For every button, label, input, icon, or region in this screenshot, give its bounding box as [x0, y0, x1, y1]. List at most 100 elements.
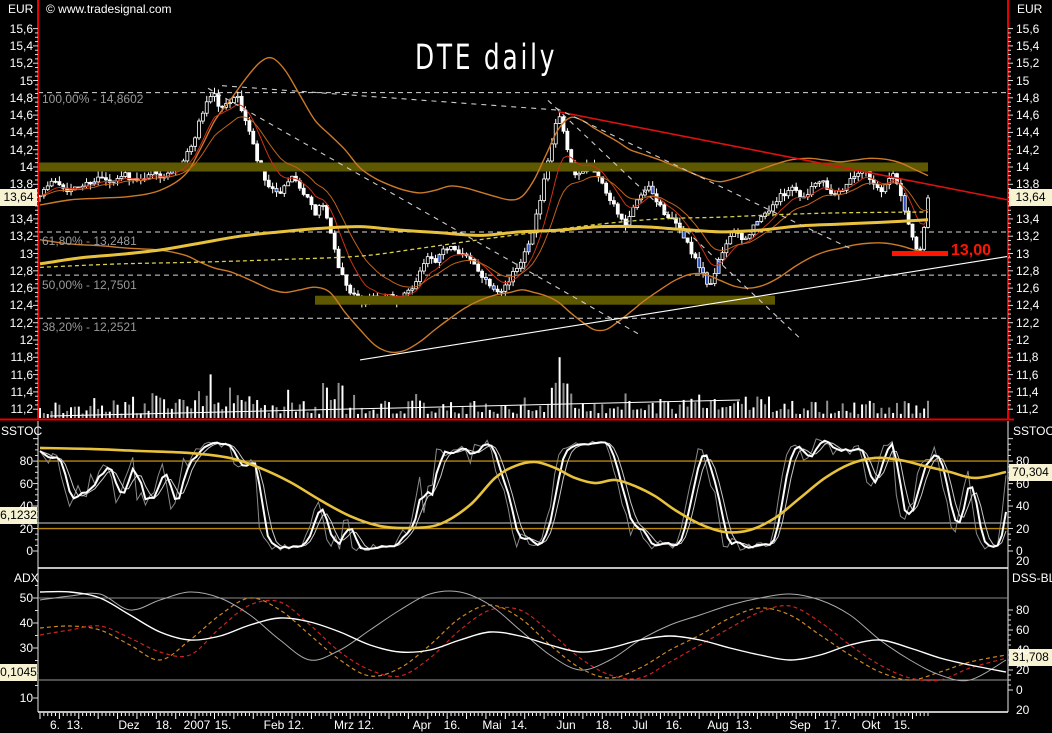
date-axis-label: 2007	[183, 718, 211, 732]
right-price-axis[interactable]	[1009, 0, 1052, 712]
price-axis-label-left: 14,4	[9, 125, 33, 140]
date-axis-label: 18.	[595, 718, 613, 732]
price-axis-label-left: 11,2	[10, 402, 33, 417]
price-axis-label-right: 11,4	[1016, 384, 1039, 399]
date-axis-label: Aug	[707, 718, 729, 732]
date-axis-label: 17.	[823, 718, 841, 732]
price-axis-label-right: 14,8	[1016, 90, 1040, 105]
sstoc-axis-label-right: 20	[1016, 554, 1030, 568]
price-axis-label-right: 12,4	[1016, 298, 1040, 313]
price-axis-label-right: 15,6	[1016, 21, 1040, 36]
adx-value-box-right: 31,708	[1009, 649, 1052, 666]
price-axis-label-left: 13,8	[9, 177, 33, 192]
price-axis-label-left: 14,6	[9, 108, 33, 123]
price-axis-label-left: 15	[19, 73, 33, 88]
price-axis-label-left: 15,4	[9, 38, 33, 53]
dss-axis-label-right: 80	[1016, 603, 1030, 617]
dss-axis-label-right: 0	[1016, 683, 1023, 697]
price-axis-label-left: 13,2	[9, 229, 33, 244]
price-axis-label-right: 11,2	[1016, 402, 1039, 417]
price-axis-label-right: 12,2	[1016, 315, 1040, 330]
price-axis-label-right: 11,6	[1016, 367, 1039, 382]
date-axis-label: Dez	[118, 718, 140, 732]
date-axis-label: Mai	[482, 718, 502, 732]
dss-axis-label-right: 40	[1016, 643, 1030, 657]
price-axis-label-right: 12,6	[1016, 281, 1040, 296]
sstoc-axis-label-left: 60	[19, 476, 33, 491]
date-axis-label: 12.	[357, 718, 375, 732]
price-axis-label-left: 14	[19, 160, 33, 174]
main-price-panel[interactable]	[38, 0, 1008, 419]
adx-panel-label: ADX	[14, 571, 39, 585]
date-axis-label: 16.	[443, 718, 461, 732]
date-axis-label: 12.	[287, 718, 305, 732]
price-axis-label-left: 12,4	[9, 298, 33, 313]
date-axis-label: Jul	[632, 718, 648, 732]
currency-label-right: EUR	[1017, 2, 1043, 16]
price-axis-label-right: 12	[1016, 333, 1030, 347]
price-axis-label-right: 14	[1016, 160, 1030, 174]
date-axis-label: 13.	[66, 718, 84, 732]
date-axis-label: Okt	[861, 718, 881, 732]
dss-bl-panel-label: DSS-BLA	[1012, 571, 1052, 585]
adx-value-box-left: 0,1045	[0, 664, 37, 681]
price-axis-label-right: 15	[1016, 73, 1030, 88]
price-axis-label-left: 14,2	[9, 142, 33, 157]
adx-indicator-panel[interactable]	[38, 569, 1008, 711]
fib-label-100: 100,00% - 14,8602	[42, 92, 144, 106]
price-axis-label-left: 12,2	[9, 315, 33, 330]
adx-axis-label-left: 50	[19, 591, 33, 605]
price-axis-label-right: 14,2	[1016, 142, 1040, 157]
price-axis-label-right: 14,6	[1016, 108, 1040, 123]
left-price-axis[interactable]	[0, 0, 37, 712]
sstoc-panel-label-left: SSTOC	[1, 424, 43, 438]
sstoc-indicator-panel[interactable]	[38, 421, 1008, 567]
date-axis[interactable]	[38, 713, 1008, 733]
price-axis-label-right: 15,4	[1016, 38, 1040, 53]
price-axis-label-left: 11,6	[10, 367, 33, 382]
sstoc-axis-label-right: 60	[1016, 476, 1030, 491]
adx-axis-label-left: 40	[19, 616, 33, 630]
sstoc-axis-label-left: 80	[19, 454, 33, 469]
sstoc-axis-label-left: 20	[19, 521, 33, 536]
chart-title: DTE daily	[415, 38, 558, 79]
alert-price-label: 13,00	[951, 242, 992, 259]
dss-axis-label-right: 20	[1016, 703, 1030, 717]
price-axis-label-left: 12	[19, 333, 33, 347]
price-axis-label-right: 13,4	[1016, 211, 1040, 226]
sstoc-value-box-right: 70,304	[1009, 464, 1052, 481]
price-axis-label-left: 13	[19, 246, 33, 261]
price-axis-label-left: 15,6	[9, 21, 33, 36]
sstoc-axis-label-right: 0	[1016, 544, 1023, 558]
date-axis-label: Jun	[556, 718, 576, 732]
price-axis-label-left: 13,4	[9, 211, 33, 226]
date-axis-label: 15.	[893, 718, 911, 732]
price-axis-label-left: 12,6	[9, 281, 33, 296]
copyright-watermark: © www.tradesignal.com	[46, 2, 172, 16]
date-axis-label: Mrz	[334, 718, 354, 732]
sstoc-panel-label-right: SSTOC	[1013, 424, 1052, 438]
date-axis-label: Apr	[412, 718, 432, 732]
date-axis-label: 18.	[155, 718, 173, 732]
price-axis-label-left: 11,8	[10, 350, 33, 365]
sstoc-axis-label-right: 20	[1016, 521, 1030, 536]
adx-axis-label-left: 30	[19, 641, 33, 655]
current-price-box-left: 13,64	[0, 189, 37, 206]
price-axis-label-right: 13,2	[1016, 229, 1040, 244]
sstoc-axis-label-right: 40	[1016, 499, 1030, 514]
current-price-box-right: 13,64	[1009, 189, 1052, 206]
price-axis-label-left: 11,4	[10, 384, 33, 399]
fib-label-50: 50,00% - 12,7501	[42, 278, 137, 292]
date-axis-label: 13.	[735, 718, 753, 732]
date-axis-label: Sep	[789, 718, 811, 732]
price-axis-label-left: 12,8	[9, 263, 33, 278]
fib-label-382: 38,20% - 12,2521	[42, 320, 137, 334]
currency-label-left: EUR	[8, 2, 34, 16]
sstoc-axis-label-right: 80	[1016, 454, 1030, 469]
date-axis-label: 15.	[214, 718, 232, 732]
sstoc-axis-label-left: 0	[26, 544, 33, 558]
price-axis-label-right: 13	[1016, 246, 1030, 261]
dss-axis-label-right: 60	[1016, 623, 1030, 637]
